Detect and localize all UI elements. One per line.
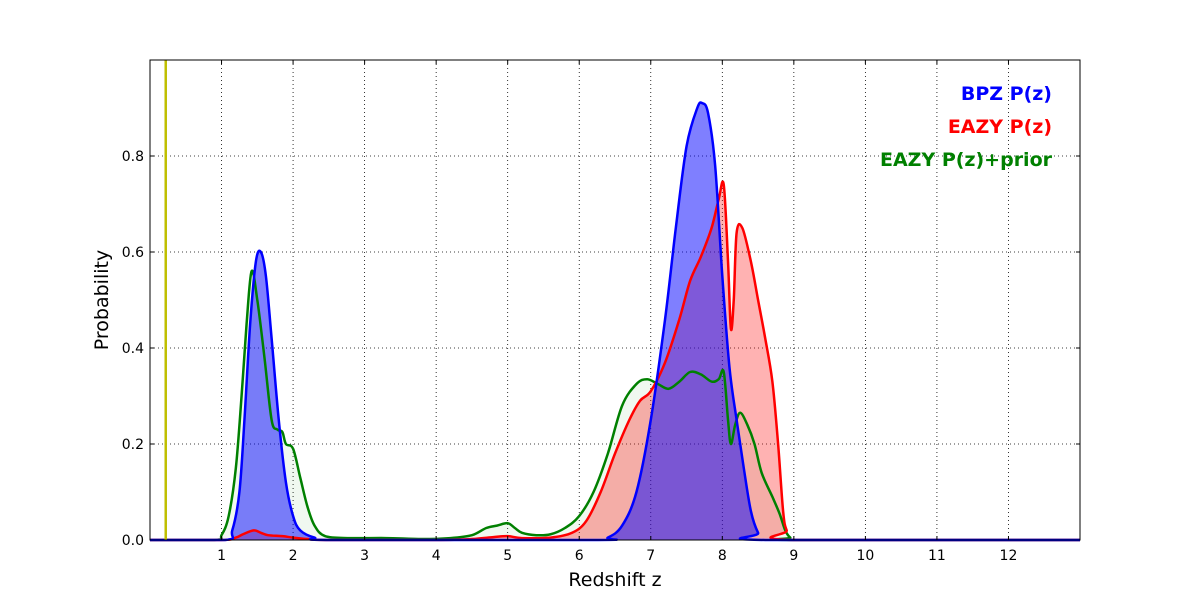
x-tick-label: 12 <box>1000 548 1018 564</box>
series-lines <box>150 101 1080 542</box>
legend-entry: BPZ P(z) <box>961 83 1052 105</box>
x-tick-label: 5 <box>503 548 512 564</box>
series-fills <box>150 102 1080 541</box>
series-fill-1 <box>150 181 1080 540</box>
y-tick-labels: 0.0 0.2 0.4 0.6 0.8 <box>122 149 144 549</box>
series-line-2 <box>150 269 1080 542</box>
grid <box>150 60 1080 541</box>
y-tick-label: 0.0 <box>122 533 144 549</box>
plot-frame <box>149 59 1081 541</box>
series-fill-0 <box>150 102 1080 541</box>
x-tick-label: 8 <box>718 548 727 564</box>
series-line-1 <box>150 180 1080 542</box>
legend-entry: EAZY P(z)+prior <box>880 149 1053 171</box>
x-tick-labels: 1 2 3 4 5 6 7 8 9 10 11 12 <box>217 548 1017 564</box>
y-tick-label: 0.6 <box>122 245 144 261</box>
series-line-0 <box>150 101 1080 542</box>
x-axis-label: Redshift z <box>568 569 661 591</box>
legend: BPZ P(z) EAZY P(z) EAZY P(z)+prior <box>880 83 1053 171</box>
legend-entry: EAZY P(z) <box>948 116 1052 138</box>
y-tick-label: 0.4 <box>122 341 144 357</box>
x-tick-label: 4 <box>432 548 441 564</box>
x-tick-label: 2 <box>289 548 298 564</box>
x-tick-label: 9 <box>789 548 798 564</box>
x-tick-label: 7 <box>646 548 655 564</box>
y-axis-label: Probability <box>91 250 113 350</box>
x-tick-label: 11 <box>928 548 946 564</box>
y-tick-label: 0.8 <box>122 149 144 165</box>
x-tick-label: 1 <box>217 548 226 564</box>
axis-ticks <box>150 60 1080 541</box>
x-tick-label: 6 <box>575 548 584 564</box>
x-tick-label: 10 <box>856 548 874 564</box>
y-tick-label: 0.2 <box>122 437 144 453</box>
x-tick-label: 3 <box>360 548 369 564</box>
